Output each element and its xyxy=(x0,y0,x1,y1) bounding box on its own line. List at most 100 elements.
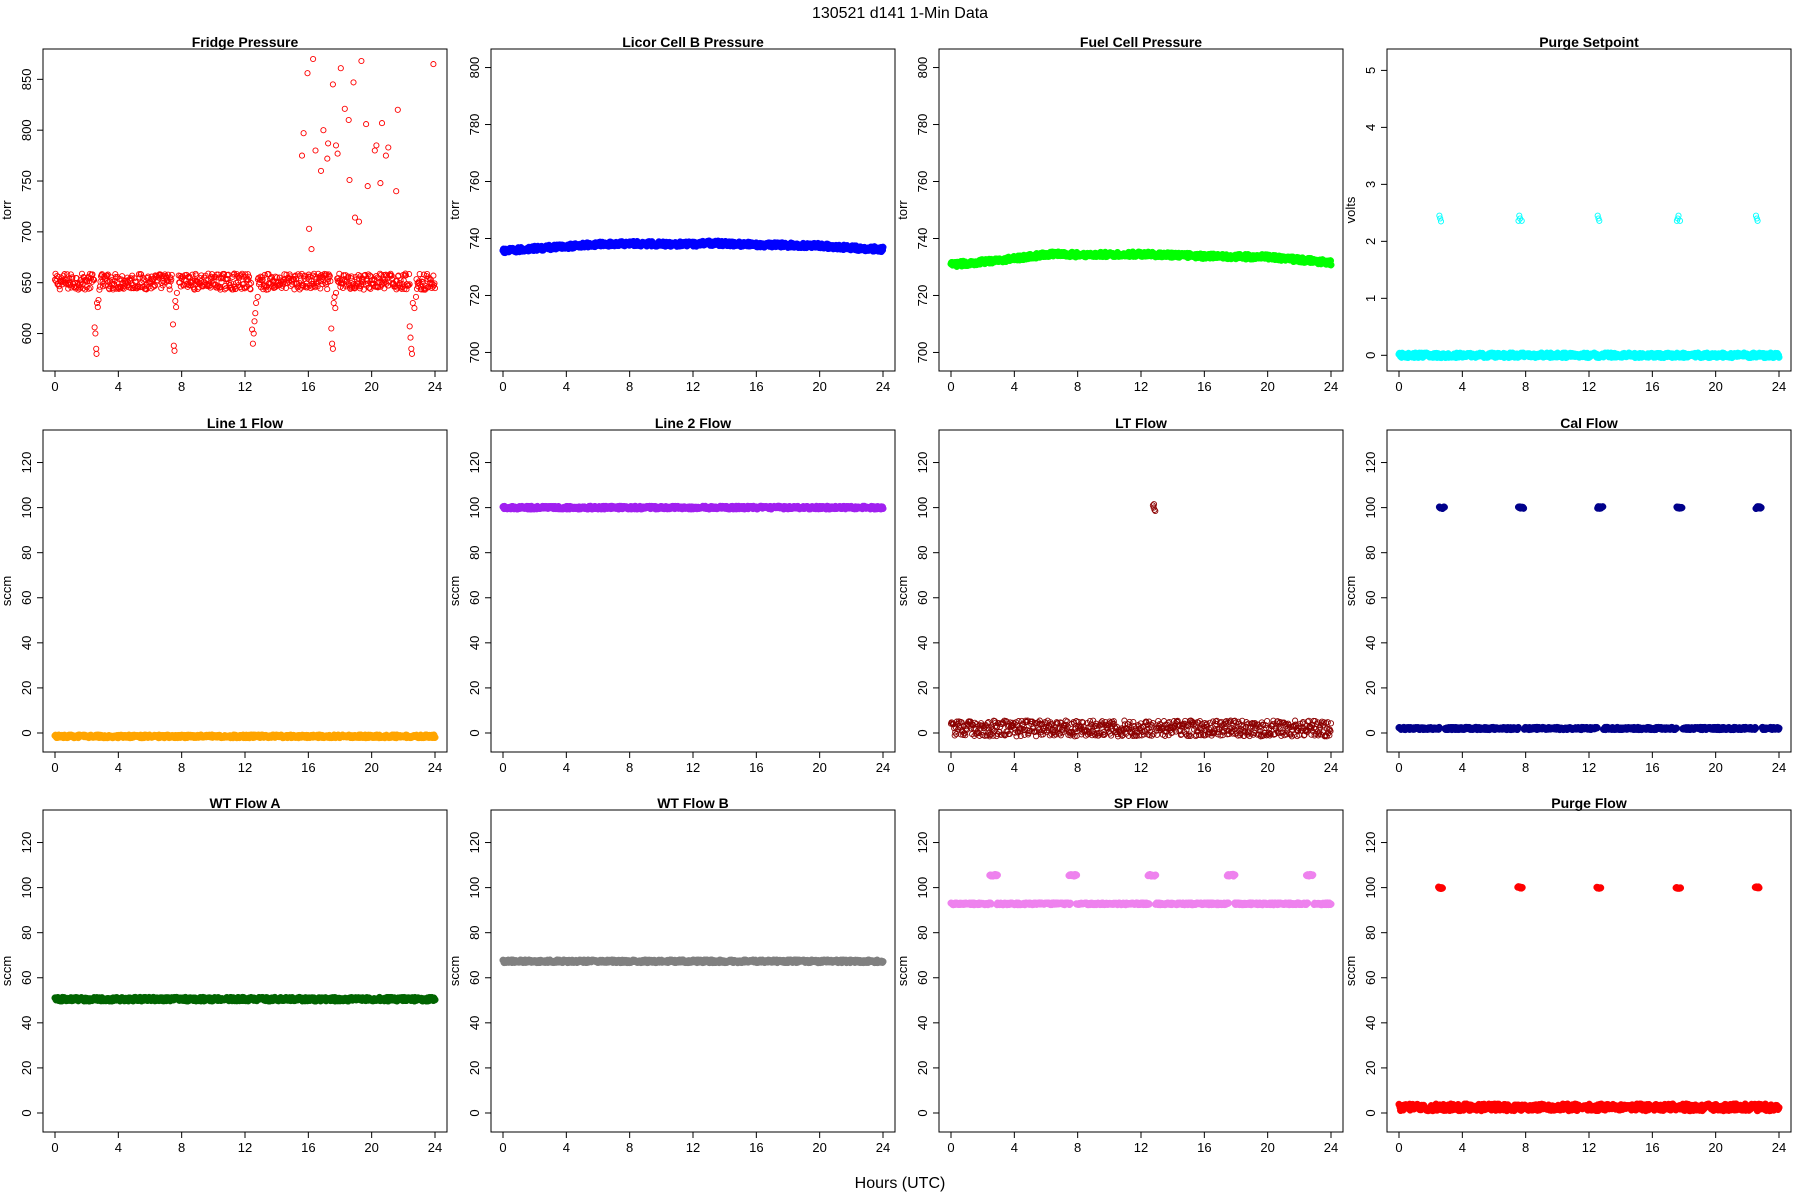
y-tick-label: 40 xyxy=(19,636,34,650)
x-tick-label: 20 xyxy=(1708,379,1722,394)
data-point xyxy=(251,318,258,325)
x-tick-label: 16 xyxy=(1197,379,1211,394)
data-point xyxy=(382,152,389,159)
data-point xyxy=(345,116,352,124)
data-point xyxy=(168,276,175,283)
data-point xyxy=(56,286,63,293)
plot-frame xyxy=(1386,48,1792,372)
data-point xyxy=(350,79,357,86)
data-point xyxy=(252,310,259,317)
x-tick-label: 24 xyxy=(1324,379,1338,394)
y-tick-label: 80 xyxy=(467,545,482,559)
y-tick-label: 100 xyxy=(467,497,482,519)
data-point xyxy=(217,286,224,293)
data-point xyxy=(76,280,83,287)
data-point xyxy=(427,276,434,283)
data-point xyxy=(239,270,246,277)
data-point xyxy=(412,293,420,300)
data-point xyxy=(218,279,225,286)
y-tick-label: 120 xyxy=(19,452,34,474)
data-point xyxy=(329,340,336,347)
y-tick-label: 780 xyxy=(915,114,930,136)
x-tick-label: 16 xyxy=(301,379,315,394)
x-tick-label: 4 xyxy=(1011,379,1018,394)
x-tick-label: 8 xyxy=(626,760,633,775)
data-point xyxy=(356,285,364,292)
data-point xyxy=(388,272,395,279)
data-point xyxy=(332,289,340,296)
data-point xyxy=(112,274,119,281)
data-point xyxy=(324,155,331,162)
data-point xyxy=(430,272,437,279)
data-point xyxy=(397,277,404,284)
y-tick-label: 800 xyxy=(19,119,34,141)
x-tick-label: 16 xyxy=(1197,760,1211,775)
y-tick-label: 100 xyxy=(915,497,930,519)
data-point xyxy=(341,105,348,112)
data-point xyxy=(249,340,256,347)
y-tick-label: 750 xyxy=(19,170,34,192)
y-tick-label: 3 xyxy=(1363,181,1378,188)
data-point xyxy=(364,183,371,190)
y-axis-label: torr xyxy=(447,200,462,220)
data-point xyxy=(191,286,198,293)
data-point xyxy=(166,286,173,293)
y-axis-label: torr xyxy=(0,200,14,220)
data-point xyxy=(247,286,254,293)
data-point xyxy=(419,279,426,286)
data-point xyxy=(378,120,386,127)
data-point xyxy=(138,271,145,278)
data-point xyxy=(400,277,407,284)
y-tick-label: 0 xyxy=(1363,352,1378,359)
plot-frame xyxy=(42,429,448,753)
data-point xyxy=(254,293,261,300)
panel-title: Fuel Cell Pressure xyxy=(1080,34,1202,50)
data-point xyxy=(406,271,413,278)
data-point xyxy=(221,270,228,277)
plot-frame xyxy=(42,48,448,372)
x-tick-label: 20 xyxy=(812,760,826,775)
data-point xyxy=(300,130,307,137)
data-point xyxy=(287,282,294,289)
x-tick-label: 16 xyxy=(749,760,763,775)
data-point xyxy=(431,285,439,292)
data-point xyxy=(405,282,412,289)
x-axis-label: Hours (UTC) xyxy=(855,1175,946,1192)
y-tick-label: 700 xyxy=(915,342,930,364)
y-tick-label: 760 xyxy=(915,171,930,193)
data-point xyxy=(330,299,337,307)
data-point xyxy=(308,246,315,253)
data-point xyxy=(128,275,135,282)
x-tick-label: 8 xyxy=(1074,760,1081,775)
data-point xyxy=(206,282,213,289)
data-point xyxy=(329,81,336,88)
plot-frame xyxy=(938,429,1344,753)
data-point xyxy=(61,271,68,278)
x-tick-label: 24 xyxy=(1324,760,1338,775)
data-point xyxy=(159,282,166,289)
y-tick-label: 2 xyxy=(1363,238,1378,245)
panel-title: Line 1 Flow xyxy=(207,415,283,431)
data-point xyxy=(100,283,107,290)
data-point xyxy=(408,350,416,357)
data-point xyxy=(409,299,416,307)
data-point xyxy=(401,285,408,293)
y-tick-label: 60 xyxy=(915,591,930,605)
data-point xyxy=(334,150,341,157)
x-tick-label: 12 xyxy=(686,760,700,775)
x-tick-label: 0 xyxy=(947,379,954,394)
plot-frame xyxy=(938,48,1344,372)
data-point xyxy=(213,271,220,278)
data-point xyxy=(348,273,355,280)
x-tick-label: 20 xyxy=(364,760,378,775)
data-point xyxy=(363,121,370,128)
data-point xyxy=(93,345,100,352)
y-tick-label: 120 xyxy=(915,452,930,474)
data-point xyxy=(374,284,381,291)
y-axis-label: sccm xyxy=(0,576,14,606)
x-tick-label: 8 xyxy=(1074,379,1081,394)
